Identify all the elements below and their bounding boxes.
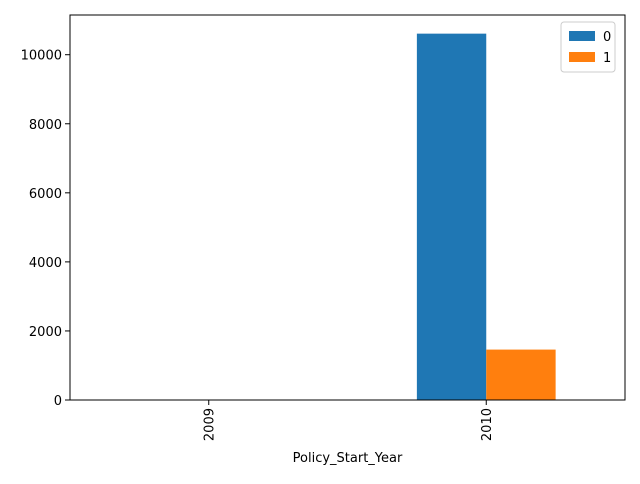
bars-layer [416,33,556,400]
x-axis-ticks: 2009 2010 [202,400,495,441]
plot-frame [69,14,626,401]
x-axis-label: Policy_Start_Year [293,451,403,466]
legend: 01 [560,21,616,73]
y-tick-label: 4000 [29,256,62,271]
y-tick-label: 8000 [29,118,62,133]
legend-label-0: 0 [603,30,611,45]
bar-series-1-2010 [486,349,556,400]
legend-swatch-0 [569,31,595,41]
x-tick-label: 2010 [480,408,495,441]
y-tick-label: 10000 [21,49,62,64]
legend-label-1: 1 [603,51,611,66]
x-tick-label: 2009 [202,408,217,441]
bar-series-0-2010 [416,33,487,400]
y-tick-label: 6000 [29,187,62,202]
y-axis-ticks: 0 2000 4000 6000 8000 10000 [21,49,70,409]
legend-swatch-1 [569,52,595,62]
y-tick-label: 2000 [29,325,62,340]
y-tick-label: 0 [54,394,62,409]
